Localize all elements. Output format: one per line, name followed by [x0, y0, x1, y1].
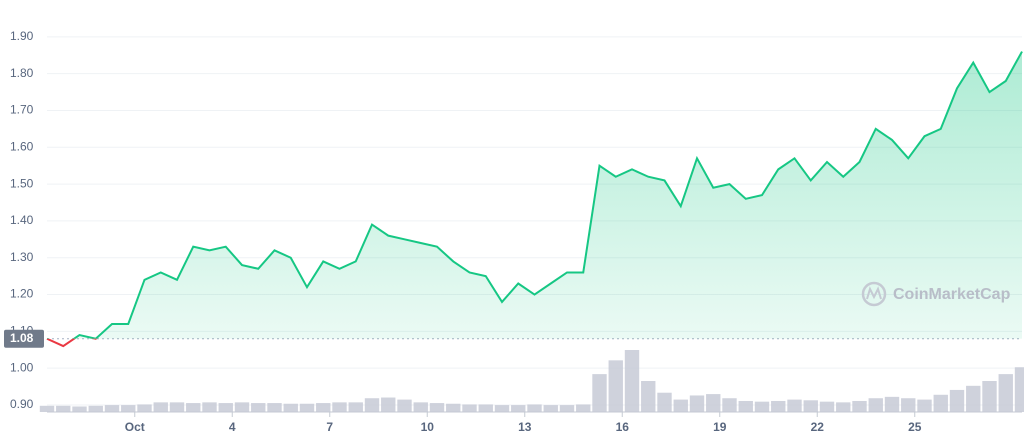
volume-bar: [446, 403, 461, 412]
price-line: [46, 51, 1023, 339]
x-tick-label: 4: [229, 420, 236, 434]
x-tick-label: 16: [616, 420, 630, 434]
volume-bar: [527, 404, 542, 412]
x-tick-label: 22: [811, 420, 825, 434]
volume-bar: [657, 392, 672, 412]
volume-bar: [673, 399, 688, 412]
x-tick-label: 25: [908, 420, 922, 434]
volume-bar: [543, 405, 558, 412]
volume-bar: [88, 405, 103, 412]
baseline-label: 1.08: [10, 331, 34, 345]
volume-bar: [413, 402, 428, 412]
x-tick-label: 7: [326, 420, 333, 434]
volume-bar: [576, 404, 591, 412]
y-tick-label: 1.20: [10, 287, 34, 301]
volume-bar: [494, 405, 510, 412]
y-tick-label: 1.80: [10, 66, 34, 80]
volume-bar: [836, 402, 851, 412]
volume-bar: [949, 389, 965, 412]
y-tick-label: 0.90: [10, 397, 34, 411]
y-tick-label: 1.70: [10, 103, 34, 117]
watermark: CoinMarketCap: [893, 286, 1011, 303]
volume-bar: [478, 404, 493, 412]
x-tick-label: 13: [518, 420, 532, 434]
volume-bar: [56, 405, 71, 412]
volume-bar: [267, 403, 282, 412]
volume-bar: [299, 403, 315, 412]
volume-bar: [348, 402, 363, 412]
volume-bar: [39, 405, 55, 412]
volume-bar: [771, 400, 786, 412]
volume-bar: [251, 403, 266, 412]
volume-bar: [316, 403, 331, 412]
y-tick-label: 1.60: [10, 139, 34, 153]
volume-bar: [966, 385, 981, 412]
volume-bar: [982, 381, 997, 412]
volume-bar: [186, 403, 201, 412]
volume-bar: [169, 402, 185, 412]
volume-bar: [218, 403, 233, 412]
volume-bar: [998, 374, 1013, 412]
volume-bar: [901, 398, 916, 412]
volume-bar: [787, 399, 802, 412]
volume-bar: [754, 401, 770, 412]
y-tick-label: 1.50: [10, 176, 34, 190]
x-tick-label: 10: [421, 420, 435, 434]
volume-bar: [852, 400, 867, 412]
volume-bar: [429, 403, 445, 412]
volume-bar: [608, 360, 623, 412]
volume-bar: [868, 398, 883, 412]
volume-bar: [819, 401, 835, 412]
y-tick-label: 1.90: [10, 29, 34, 43]
volume-bar: [332, 402, 347, 412]
volume-bar: [884, 396, 900, 412]
volume-bar: [592, 374, 607, 412]
volume-bar: [738, 400, 753, 412]
volume-bar: [137, 404, 152, 412]
volume-bar: [104, 405, 120, 412]
volume-bar: [283, 403, 298, 412]
volume-bar: [397, 399, 412, 412]
volume-bar: [153, 402, 168, 412]
x-tick-label: Oct: [125, 420, 145, 434]
volume-bar: [933, 394, 948, 412]
volume-bar: [722, 398, 737, 412]
volume-bar: [462, 404, 477, 412]
volume-bar: [202, 402, 217, 412]
price-area: [47, 51, 1022, 339]
volume-bar: [72, 406, 87, 412]
volume-bar: [121, 405, 136, 412]
volume-bar: [641, 381, 656, 412]
volume-bar: [689, 395, 705, 412]
volume-bar: [706, 394, 721, 412]
volume-bar: [364, 398, 380, 412]
x-tick-label: 19: [713, 420, 727, 434]
y-tick-label: 1.30: [10, 250, 34, 264]
volume-bar: [803, 400, 818, 412]
volume-bar: [917, 399, 932, 412]
volume-bar: [234, 402, 250, 412]
baseline-badge: [4, 329, 44, 348]
y-tick-label: 1.00: [10, 360, 34, 374]
volume-bar: [1014, 367, 1024, 412]
y-tick-label: 1.40: [10, 213, 34, 227]
volume-bar: [511, 405, 526, 412]
volume-bar: [624, 350, 640, 412]
watermark-logo: [861, 281, 887, 307]
volume-bar: [381, 397, 396, 412]
volume-bar: [559, 405, 575, 412]
